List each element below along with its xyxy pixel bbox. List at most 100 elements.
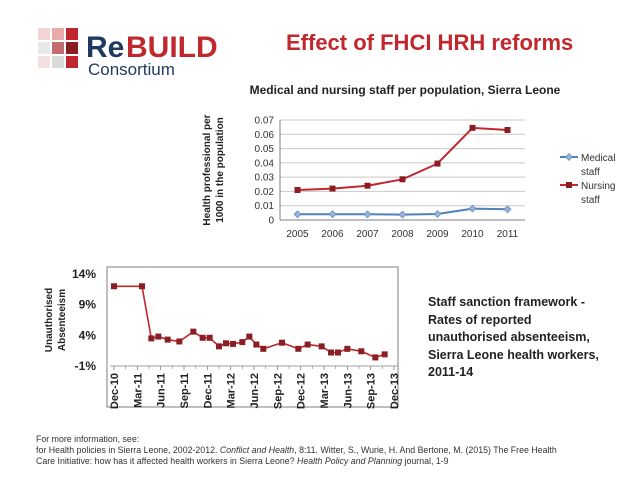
chart2-xtick-label: Mar-12 xyxy=(226,373,238,408)
chart1-ytick-label: 0.02 xyxy=(255,187,275,198)
chart1-point-medical xyxy=(468,204,477,213)
chart2-point xyxy=(335,349,341,356)
description-line: Rates of reported xyxy=(428,312,532,327)
chart1-ytick-label: 0.06 xyxy=(255,130,275,141)
chart1-xtick-label: 2007 xyxy=(356,229,379,240)
chart1-xtick-label: 2010 xyxy=(461,229,484,240)
chart2-point xyxy=(279,339,285,346)
chart1-xtick-label: 2005 xyxy=(286,229,309,240)
chart1-point-nursing xyxy=(434,160,441,167)
chart2-xtick-label: Sep-12 xyxy=(272,373,284,409)
chart1-point-medical xyxy=(503,205,512,214)
chart1-xtick-label: 2008 xyxy=(391,229,414,240)
chart2-series-line xyxy=(114,285,385,359)
chart1-ylabel-line1: Health professional per xyxy=(202,114,213,225)
chart2-xtick-label: Dec-13 xyxy=(389,373,401,409)
chart2-point xyxy=(344,345,351,352)
footer-line: For more information, see: xyxy=(36,434,140,444)
chart1-legend-label: Medical xyxy=(581,153,615,164)
chart2-xtick-label: Jun-12 xyxy=(249,373,261,408)
chart2-point xyxy=(199,334,206,341)
chart1-xtick-label: 2011 xyxy=(497,229,519,240)
chart2-xtick-label: Dec-12 xyxy=(296,373,308,409)
chart2-point xyxy=(372,354,379,361)
chart2-point xyxy=(304,341,311,348)
chart2-xtick-label: Dec-10 xyxy=(109,373,121,409)
logo-squares-icon xyxy=(38,28,78,68)
chart2-point xyxy=(230,340,236,347)
description-line: unauthorised absenteeism, xyxy=(428,330,590,344)
logo-text-re: Re xyxy=(86,31,124,64)
chart2-point xyxy=(111,283,117,290)
chart2-point xyxy=(216,343,222,350)
chart1-point-nursing xyxy=(329,185,336,192)
chart2-point xyxy=(328,349,334,356)
description-line: Sierra Leone health workers, xyxy=(428,347,599,362)
chart2-point xyxy=(206,334,213,341)
chart1-ylabel-line2: 1000 in the population xyxy=(215,117,226,223)
chart2-point xyxy=(253,341,260,348)
chart1-xtick-label: 2009 xyxy=(426,229,449,240)
logo-graphic: Re BUILD Consortium xyxy=(38,28,218,79)
description-line: 2011-14 xyxy=(428,365,474,379)
footer-references: For more information, see: for Health po… xyxy=(36,434,616,467)
chart1-legend-label: Nursing xyxy=(581,181,615,192)
rebuild-logo: Re BUILD Consortium xyxy=(34,24,234,80)
chart1-ytick-label: 0.01 xyxy=(255,201,275,212)
chart2-point xyxy=(164,336,171,343)
chart1-point-medical xyxy=(363,210,372,219)
absenteeism-chart: Unauthorised Absenteeism 14% 9% 4% -1% Dec-… xyxy=(44,266,401,409)
chart2-ytick-label: 14% xyxy=(72,267,96,281)
chart2-point xyxy=(246,333,253,340)
chart1-point-nursing xyxy=(469,124,476,131)
chart2-point xyxy=(358,348,365,355)
chart2-point xyxy=(260,345,267,352)
chart2-xtick-label: Sep-11 xyxy=(179,373,191,408)
chart2-ytick-label: 4% xyxy=(79,328,97,342)
chart1-title: Medical and nursing staff per population… xyxy=(249,83,561,97)
logo-text-consortium: Consortium xyxy=(88,60,175,79)
chart2-ytick-label: 9% xyxy=(79,298,97,312)
description-line: Staff sanction framework - xyxy=(428,295,585,309)
chart1-point-nursing xyxy=(364,182,371,189)
footer-text: , 8:11. Witter, S., Wurie, H. And Berton… xyxy=(294,445,557,455)
chart2-point xyxy=(190,328,197,335)
staff-per-population-chart: Health professional per 1000 in the popu… xyxy=(202,114,615,240)
chart2-xtick-label: Mar-11 xyxy=(132,373,144,408)
footer-journal: Health Policy and Planning xyxy=(296,456,403,466)
footer-line: Care Initiative: how has it affected hea… xyxy=(36,456,616,467)
chart1-legend-marker xyxy=(566,182,572,188)
chart1-point-nursing xyxy=(399,176,406,183)
chart2-point xyxy=(381,351,388,358)
chart2-plot-border xyxy=(106,266,399,408)
absenteeism-description: Staff sanction framework - Rates of repo… xyxy=(428,294,628,382)
chart2-point xyxy=(139,283,145,290)
chart2-xtick-label: Dec-11 xyxy=(202,373,214,408)
footer-text: Care Initiative: how has it affected hea… xyxy=(36,456,297,466)
chart1-point-medical xyxy=(433,210,442,218)
chart2-xtick-label: Mar-13 xyxy=(319,373,331,408)
chart2-point xyxy=(318,343,325,350)
chart1-legend-marker xyxy=(565,153,573,161)
chart2-point xyxy=(295,345,302,352)
chart2-xtick-label: Sep-13 xyxy=(366,373,378,409)
chart1-point-nursing xyxy=(294,187,301,193)
footer-journal: Conflict and Health xyxy=(219,445,295,455)
chart1-ytick-label: 0 xyxy=(268,216,274,227)
chart1-ytick-label: 0.03 xyxy=(255,173,275,184)
chart1-ytick-label: 0.05 xyxy=(255,144,275,155)
footer-line: for Health policies in Sierra Leone, 200… xyxy=(36,445,616,456)
chart2-xtick-label: Jun-13 xyxy=(342,373,354,408)
chart2-xtick-label: Jun-11 xyxy=(156,373,168,408)
logo-text-build: BUILD xyxy=(126,31,218,64)
chart2-point xyxy=(176,338,183,345)
footer-text: journal, 1-9 xyxy=(402,456,449,466)
chart1-point-nursing xyxy=(504,127,511,133)
chart1-legend-label: staff xyxy=(581,195,600,206)
chart1-xtick-label: 2006 xyxy=(321,229,344,240)
chart2-point xyxy=(148,335,155,342)
footer-text: for Health policies in Sierra Leone, 200… xyxy=(36,445,220,455)
chart1-point-medical xyxy=(398,210,407,219)
chart1-ytick-label: 0.07 xyxy=(255,116,275,127)
chart2-ylabel-line2: Absenteeism xyxy=(57,289,68,351)
